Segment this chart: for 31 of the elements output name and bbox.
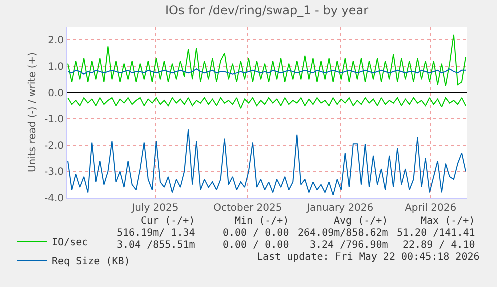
- text: Avg (-/+): [334, 216, 388, 227]
- x-tick-label: July 2025: [131, 203, 179, 214]
- y-tick-label: -1.0: [44, 114, 64, 126]
- x-tick-label: October 2025: [214, 203, 282, 214]
- line-series: [68, 129, 466, 196]
- text: Min (-/+): [235, 216, 290, 227]
- y-tick-label: 2.0: [48, 36, 64, 47]
- text: 51.20 /141.41: [397, 228, 476, 239]
- x-tick-label: April 2026: [405, 203, 457, 214]
- text: Last update: Fri May 22 00:45:18 2026: [257, 252, 480, 263]
- x-tick-label: January 2026: [306, 203, 374, 214]
- text: 3.24 /796.90m: [310, 240, 388, 251]
- text: 22.89 / 4.10: [403, 240, 476, 251]
- text: 516.19m/ 1.34: [117, 228, 196, 239]
- y-tick-label: -3.0: [44, 167, 64, 178]
- text: 264.09m/858.62m: [298, 228, 388, 239]
- legend-label: Req Size (KB): [52, 256, 130, 268]
- chart-title: IOs for /dev/ring/swap_1 - by year: [165, 3, 369, 18]
- y-tick-label: 0.0: [48, 88, 64, 100]
- text: 3.04 /855.51m: [117, 240, 196, 251]
- text: Max (-/+): [421, 216, 476, 227]
- line-series: [68, 34, 466, 87]
- legend-label: IO/sec: [52, 238, 88, 249]
- text: 0.00 / 0.00: [223, 228, 290, 239]
- line-series: [68, 98, 466, 110]
- y-axis-title: Units read (-) / write (+): [27, 52, 38, 173]
- y-tick-label: 1.0: [48, 62, 64, 73]
- text: Cur (-/+): [141, 216, 196, 227]
- text: 0.00 / 0.00: [223, 240, 290, 251]
- y-tick-label: -4.0: [44, 194, 64, 204]
- y-tick-label: -2.0: [44, 140, 64, 152]
